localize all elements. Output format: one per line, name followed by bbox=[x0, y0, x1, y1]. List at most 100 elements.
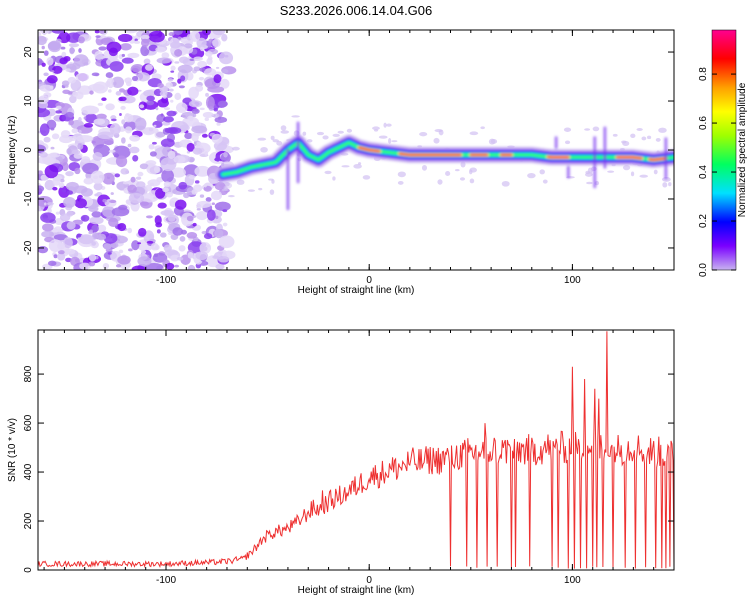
noise-speckle bbox=[97, 224, 107, 233]
ridge-speckle bbox=[668, 182, 672, 187]
noise-speckle bbox=[163, 107, 171, 110]
noise-speckle bbox=[215, 215, 219, 220]
ridge-speckle bbox=[224, 182, 230, 187]
noise-speckle bbox=[61, 162, 69, 172]
noise-speckle bbox=[134, 117, 147, 131]
noise-speckle bbox=[57, 252, 66, 261]
noise-speckle bbox=[200, 246, 208, 252]
noise-speckle bbox=[88, 254, 97, 262]
ridge-speckle bbox=[341, 165, 350, 168]
noise-speckle bbox=[131, 265, 146, 270]
ridge-speckle bbox=[346, 128, 353, 133]
noise-speckle bbox=[63, 196, 76, 208]
noise-speckle bbox=[214, 228, 224, 239]
colorbar-label: Normalized spectral amplitude bbox=[737, 82, 748, 217]
noise-speckle bbox=[160, 157, 177, 172]
noise-speckle bbox=[122, 181, 130, 185]
noise-speckle bbox=[170, 65, 176, 71]
noise-speckle bbox=[77, 142, 84, 150]
noise-speckle bbox=[46, 202, 54, 206]
snr-x-axis-label: Height of straight line (km) bbox=[298, 585, 415, 596]
ridge-speckle bbox=[397, 180, 404, 185]
noise-speckle bbox=[221, 162, 225, 167]
ridge-hot-red bbox=[648, 157, 667, 161]
noise-speckle bbox=[53, 234, 68, 241]
noise-speckle bbox=[135, 176, 142, 180]
noise-speckle bbox=[203, 233, 213, 240]
noise-speckle bbox=[153, 253, 159, 258]
ridge-speckle bbox=[272, 139, 279, 143]
noise-speckle bbox=[66, 221, 76, 230]
noise-speckle bbox=[178, 56, 190, 64]
noise-speckle bbox=[145, 262, 164, 270]
noise-speckle bbox=[129, 134, 141, 142]
noise-speckle bbox=[192, 222, 197, 227]
noise-speckle bbox=[137, 242, 142, 245]
noise-speckle bbox=[123, 30, 138, 34]
noise-speckle bbox=[52, 65, 63, 74]
snr-ytick-label: 800 bbox=[23, 365, 34, 382]
noise-speckle bbox=[154, 215, 162, 225]
noise-speckle bbox=[214, 116, 228, 123]
noise-speckle bbox=[59, 134, 73, 144]
noise-speckle bbox=[188, 86, 199, 99]
noise-speckle bbox=[129, 146, 140, 154]
noise-speckle bbox=[151, 243, 159, 250]
noise-speckle bbox=[62, 189, 67, 193]
noise-speckle bbox=[87, 83, 105, 92]
noise-speckle bbox=[107, 89, 112, 93]
ridge-speckle bbox=[357, 162, 362, 165]
noise-speckle bbox=[73, 185, 88, 194]
noise-speckle bbox=[163, 244, 172, 253]
noise-speckle bbox=[137, 171, 144, 177]
noise-speckle bbox=[139, 163, 149, 170]
noise-speckle bbox=[180, 75, 186, 82]
noise-speckle bbox=[93, 182, 103, 191]
noise-speckle bbox=[212, 30, 226, 36]
ridge-speckle bbox=[332, 133, 340, 137]
noise-speckle bbox=[140, 38, 150, 47]
noise-speckle bbox=[132, 75, 139, 82]
noise-speckle bbox=[127, 227, 133, 234]
snr-xtick-label: 100 bbox=[564, 575, 581, 586]
noise-speckle bbox=[78, 48, 82, 53]
noise-speckle bbox=[68, 43, 80, 48]
colorbar: 0.0 0.2 0.4 0.6 0.8 Normalized spectral ampl… bbox=[698, 29, 748, 277]
noise-speckle bbox=[156, 229, 161, 234]
noise-speckle bbox=[207, 85, 225, 93]
noise-speckle bbox=[94, 30, 100, 34]
noise-speckle bbox=[117, 33, 133, 43]
noise-speckle bbox=[215, 66, 220, 69]
noise-speckle bbox=[168, 32, 175, 37]
noise-speckle bbox=[105, 103, 115, 111]
noise-speckle bbox=[174, 49, 183, 57]
noise-speckle bbox=[197, 60, 207, 68]
noise-speckle bbox=[187, 252, 194, 259]
noise-speckle bbox=[74, 198, 87, 209]
spectrogram-xtick-label: -100 bbox=[156, 275, 176, 286]
noise-speckle bbox=[218, 51, 234, 65]
noise-speckle bbox=[132, 154, 139, 162]
noise-speckle bbox=[40, 30, 50, 34]
ridge-speckle bbox=[247, 189, 255, 192]
noise-speckle bbox=[192, 147, 203, 155]
ridge-speckle bbox=[419, 131, 428, 137]
noise-speckle bbox=[68, 119, 74, 126]
noise-speckle bbox=[128, 248, 133, 252]
snr-panel: -100 0 100 0 200 400 600 800 Height of straight… bbox=[7, 329, 675, 596]
ridge-speckle bbox=[280, 130, 290, 134]
noise-speckle bbox=[214, 181, 226, 191]
noise-speckle bbox=[153, 124, 157, 127]
ridge-speckle bbox=[622, 140, 630, 147]
noise-speckle bbox=[206, 209, 216, 221]
noise-speckle bbox=[166, 40, 172, 44]
noise-speckle bbox=[189, 157, 195, 163]
noise-speckle bbox=[39, 84, 54, 92]
spectrogram-ytick-label: -20 bbox=[23, 240, 34, 255]
noise-speckle bbox=[50, 152, 61, 158]
noise-speckle bbox=[89, 90, 94, 95]
noise-speckle bbox=[186, 151, 191, 154]
noise-speckle bbox=[108, 47, 118, 57]
